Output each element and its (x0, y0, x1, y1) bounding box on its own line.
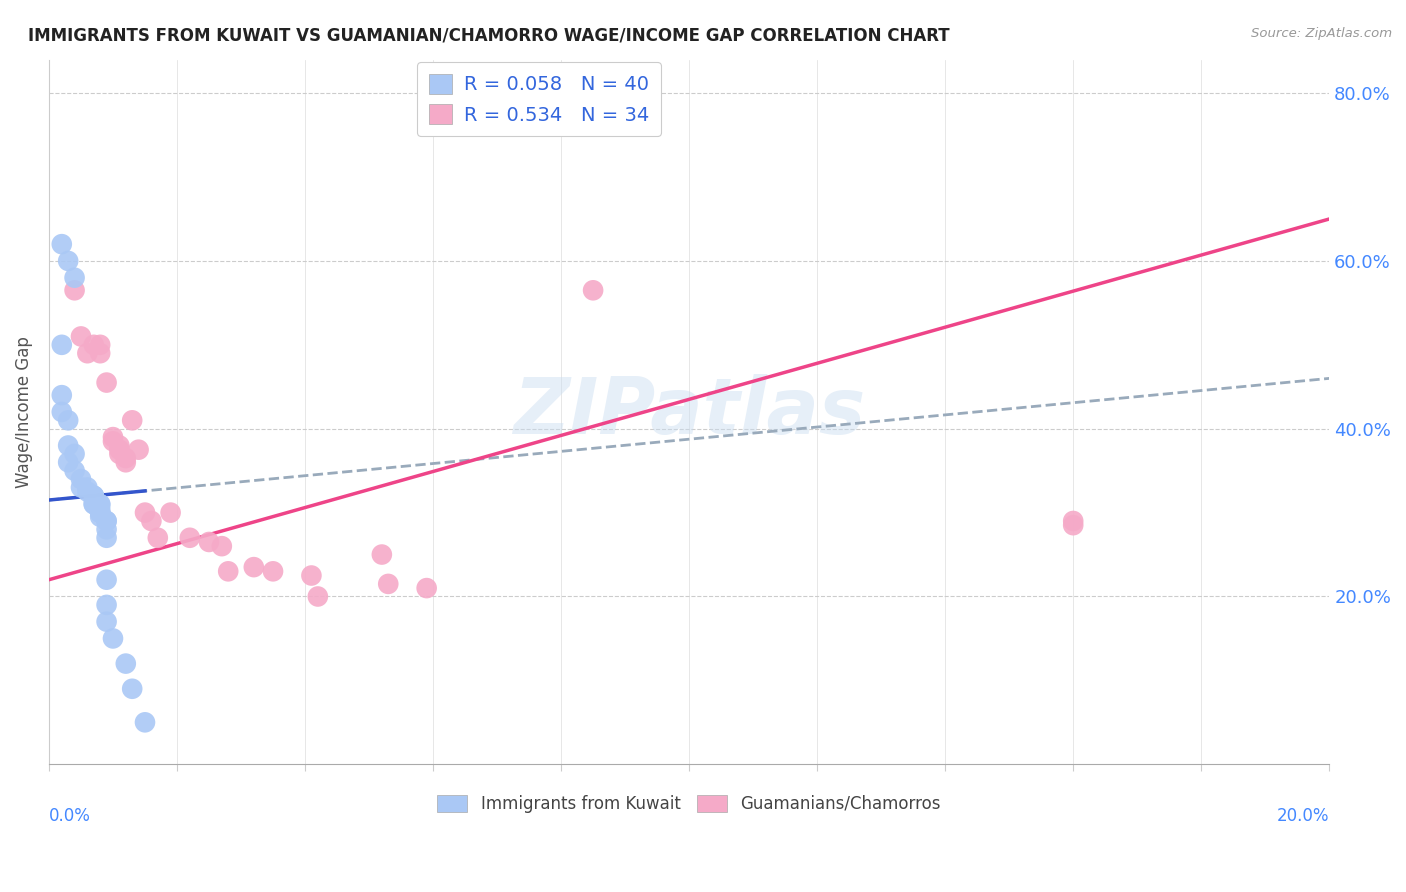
Point (217, 564, 239, 578)
Point (89, 506, 111, 520)
Point (262, 564, 284, 578)
Point (51, 338, 73, 352)
Point (198, 535, 221, 549)
Point (179, 531, 201, 545)
Point (83, 489, 105, 503)
Point (134, 506, 156, 520)
Point (121, 413, 143, 427)
Point (146, 531, 169, 545)
Point (51, 237, 73, 252)
Text: IMMIGRANTS FROM KUWAIT VS GUAMANIAN/CHAMORRO WAGE/INCOME GAP CORRELATION CHART: IMMIGRANTS FROM KUWAIT VS GUAMANIAN/CHAM… (28, 27, 949, 45)
Point (51, 405, 73, 419)
Point (211, 539, 233, 553)
Point (83, 338, 105, 352)
Point (83, 497, 105, 511)
Point (134, 715, 156, 730)
Point (96, 514, 118, 528)
Point (114, 657, 136, 671)
Point (371, 548, 394, 562)
Point (114, 455, 136, 469)
Point (63, 283, 86, 297)
Point (128, 442, 150, 457)
Y-axis label: Wage/Income Gap: Wage/Income Gap (15, 336, 32, 488)
Point (89, 338, 111, 352)
Point (70, 329, 93, 343)
Text: 0.0%: 0.0% (49, 806, 91, 824)
Point (108, 442, 131, 457)
Point (108, 438, 131, 452)
Point (159, 506, 181, 520)
Point (89, 501, 111, 516)
Point (56, 413, 79, 427)
Point (96, 531, 118, 545)
Point (301, 568, 323, 582)
Point (582, 283, 605, 297)
Point (121, 681, 143, 696)
Point (101, 434, 124, 449)
Point (70, 480, 93, 494)
Point (1062, 514, 1084, 528)
Point (377, 577, 399, 591)
Point (76, 484, 98, 499)
Point (108, 447, 131, 461)
Point (63, 447, 86, 461)
Point (114, 451, 136, 466)
Point (96, 598, 118, 612)
Point (243, 560, 266, 574)
Point (1062, 518, 1084, 533)
Point (89, 509, 111, 524)
Point (83, 497, 105, 511)
Point (101, 430, 124, 444)
Point (96, 573, 118, 587)
Point (89, 506, 111, 520)
Point (96, 514, 118, 528)
Legend: Immigrants from Kuwait, Guamanians/Chamorros: Immigrants from Kuwait, Guamanians/Chamo… (430, 788, 948, 820)
Point (70, 472, 93, 486)
Point (96, 522, 118, 536)
Text: ZIPatlas: ZIPatlas (513, 374, 865, 450)
Point (56, 455, 79, 469)
Point (83, 493, 105, 508)
Point (83, 489, 105, 503)
Point (63, 270, 86, 285)
Point (307, 590, 329, 604)
Point (89, 506, 111, 520)
Point (63, 464, 86, 478)
Text: 20.0%: 20.0% (1277, 806, 1329, 824)
Point (141, 514, 163, 528)
Point (96, 376, 118, 390)
Point (96, 615, 118, 629)
Text: Source: ZipAtlas.com: Source: ZipAtlas.com (1251, 27, 1392, 40)
Point (76, 346, 98, 360)
Point (101, 632, 124, 646)
Point (89, 497, 111, 511)
Point (89, 506, 111, 520)
Point (51, 388, 73, 402)
Point (76, 480, 98, 494)
Point (83, 489, 105, 503)
Point (415, 581, 437, 595)
Point (56, 438, 79, 452)
Point (89, 497, 111, 511)
Point (89, 346, 111, 360)
Point (56, 254, 79, 268)
